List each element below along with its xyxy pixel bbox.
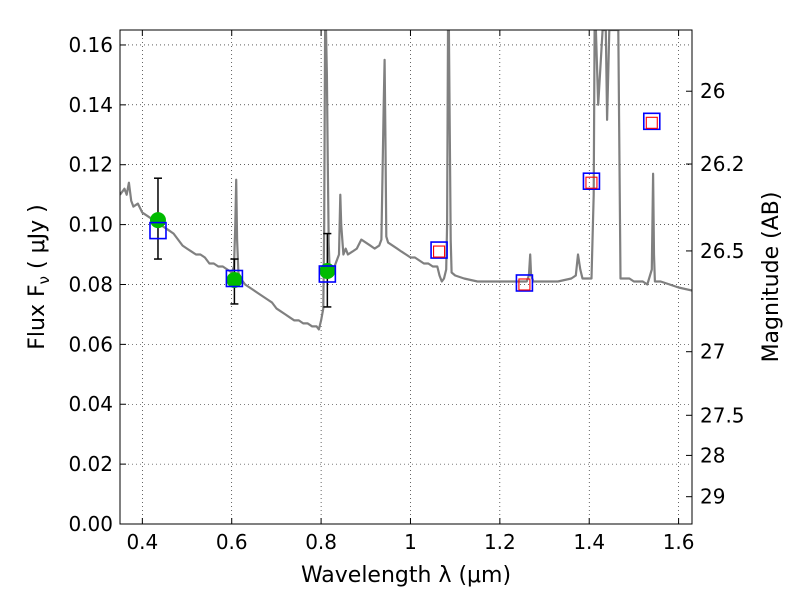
markers-group [149,112,661,308]
y2-tick-label: 26 [700,79,725,103]
y-tick-label: 0.00 [68,512,113,536]
x-tick-label: 1.2 [484,530,516,554]
model-photometry-square [149,221,167,240]
model-photometry-square [515,274,534,292]
y2-tick-label: 26.5 [700,239,745,263]
plot-area [120,30,692,524]
x-tick-label: 0.8 [305,530,337,554]
y2-tick-label: 26.2 [700,152,745,176]
y2-axis-label: Magnitude (AB) [759,192,784,363]
y2-axis-ticks: 26 26.2 26.5 27 27.5 28 29 [686,79,745,509]
y-axis-label-main: Flux F [25,284,50,349]
observed-point [319,263,336,280]
spectrum-line-group [120,30,692,331]
y-tick-label: 0.10 [68,213,113,237]
y-axis-label-subscript: ν [35,276,53,284]
y-tick-label: 0.14 [68,93,113,117]
y-tick-label: 0.06 [68,332,113,356]
y-axis-ticks: 0.00 0.02 0.04 0.06 0.08 0.10 0.12 0.14 0.16 [68,33,126,536]
model-photometry-square [430,241,448,259]
y2-tick-label: 27.5 [700,403,745,427]
x-axis-label: Wavelength λ (μm) [301,563,511,588]
model-photometry-square [582,172,601,190]
y-tick-label: 0.02 [68,452,113,476]
y-tick-label: 0.12 [68,153,113,177]
y-axis-label-unit: ( μJy ) [25,204,50,276]
y-tick-label: 0.04 [68,392,113,416]
model-photometry-square [642,112,661,131]
model-red-square [585,176,598,189]
model-spectrum-line [120,30,692,331]
x-tick-label: 0.4 [126,530,158,554]
model-photometry-square [318,265,337,283]
x-axis-ticks: 0.4 0.6 0.8 1 1.2 1.4 1.6 [126,30,695,554]
y-axis-label: Flux Fν ( μJy ) [25,204,53,349]
y2-tick-label: 28 [700,443,725,467]
y-tick-label: 0.08 [68,272,113,296]
model-red-square [433,245,446,258]
x-tick-label: 1.4 [573,530,605,554]
y2-tick-label: 29 [700,485,725,509]
x-tick-label: 0.6 [216,530,248,554]
observed-point [149,212,166,229]
model-photometry-square [225,269,244,288]
y2-tick-label: 27 [700,340,725,364]
y-tick-label: 0.16 [68,33,113,57]
model-red-square [645,116,658,129]
x-tick-label: 1 [404,530,417,554]
plot-frame [119,29,693,525]
observed-point [226,271,243,288]
model-red-square [518,278,531,291]
x-tick-label: 1.6 [663,530,695,554]
